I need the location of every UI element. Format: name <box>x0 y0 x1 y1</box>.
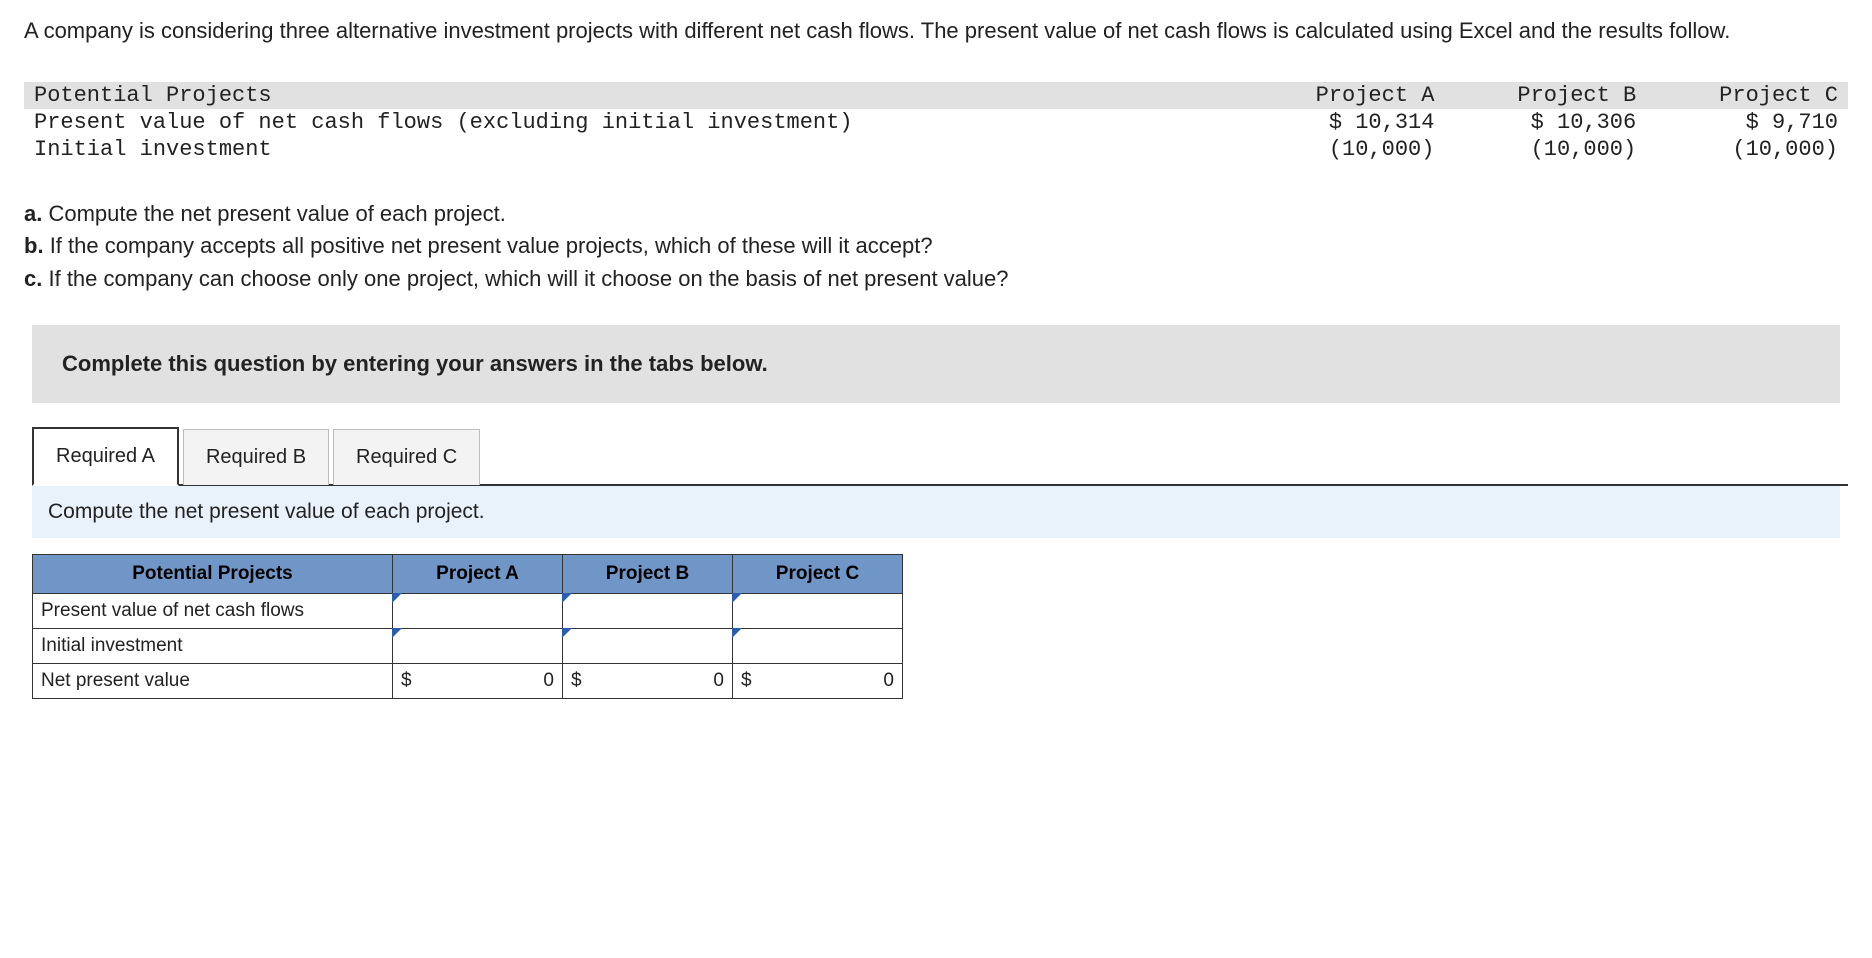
ans-row2-a-input[interactable] <box>393 629 563 664</box>
tab-instruction: Compute the net present value of each pr… <box>32 486 1840 538</box>
ans-row1-a-input[interactable] <box>393 594 563 629</box>
input-marker-icon <box>732 593 742 603</box>
data-row2-label: Initial investment <box>24 136 1243 163</box>
table-row: Initial investment <box>33 629 903 664</box>
ans-row3-b-value: $0 <box>563 664 733 699</box>
data-col-a: Project A <box>1243 82 1445 109</box>
answer-table: Potential Projects Project A Project B P… <box>32 554 903 699</box>
ans-col-a: Project A <box>393 555 563 594</box>
data-row2-c: (10,000) <box>1646 136 1848 163</box>
ans-row2-b-input[interactable] <box>563 629 733 664</box>
data-row2-b: (10,000) <box>1444 136 1646 163</box>
data-header-label: Potential Projects <box>24 82 1243 109</box>
table-row: Net present value $0 $0 $0 <box>33 664 903 699</box>
data-row1-b: $ 10,306 <box>1444 109 1646 136</box>
q-b-tag: b. <box>24 233 44 258</box>
table-row: Present value of net cash flows <box>33 594 903 629</box>
ans-row2-c-input[interactable] <box>733 629 903 664</box>
q-c-text: If the company can choose only one proje… <box>48 266 1008 291</box>
data-col-c: Project C <box>1646 82 1848 109</box>
given-data-table: Potential Projects Project A Project B P… <box>24 82 1848 163</box>
intro-text: A company is considering three alternati… <box>24 16 1848 46</box>
tab-required-c[interactable]: Required C <box>333 429 480 485</box>
input-marker-icon <box>392 593 402 603</box>
ans-rowheader: Potential Projects <box>33 555 393 594</box>
input-marker-icon <box>562 628 572 638</box>
ans-col-c: Project C <box>733 555 903 594</box>
ans-row3-a-value: $0 <box>393 664 563 699</box>
q-a-tag: a. <box>24 201 42 226</box>
q-b-text: If the company accepts all positive net … <box>50 233 933 258</box>
tab-required-b[interactable]: Required B <box>183 429 329 485</box>
instruction-bar: Complete this question by entering your … <box>32 325 1840 403</box>
input-marker-icon <box>732 628 742 638</box>
ans-row2-label: Initial investment <box>33 629 393 664</box>
ans-row1-label: Present value of net cash flows <box>33 594 393 629</box>
data-row1-c: $ 9,710 <box>1646 109 1848 136</box>
data-row1-a: $ 10,314 <box>1243 109 1445 136</box>
ans-col-b: Project B <box>563 555 733 594</box>
ans-row3-label: Net present value <box>33 664 393 699</box>
q-a-text: Compute the net present value of each pr… <box>48 201 505 226</box>
data-row1-label: Present value of net cash flows (excludi… <box>24 109 1243 136</box>
question-list: a. Compute the net present value of each… <box>24 199 1848 295</box>
q-c-tag: c. <box>24 266 42 291</box>
tab-required-a[interactable]: Required A <box>32 427 179 486</box>
ans-row3-c-value: $0 <box>733 664 903 699</box>
data-row2-a: (10,000) <box>1243 136 1445 163</box>
input-marker-icon <box>562 593 572 603</box>
ans-row1-c-input[interactable] <box>733 594 903 629</box>
input-marker-icon <box>392 628 402 638</box>
ans-row1-b-input[interactable] <box>563 594 733 629</box>
data-col-b: Project B <box>1444 82 1646 109</box>
tab-strip: Required A Required B Required C <box>32 425 1848 486</box>
